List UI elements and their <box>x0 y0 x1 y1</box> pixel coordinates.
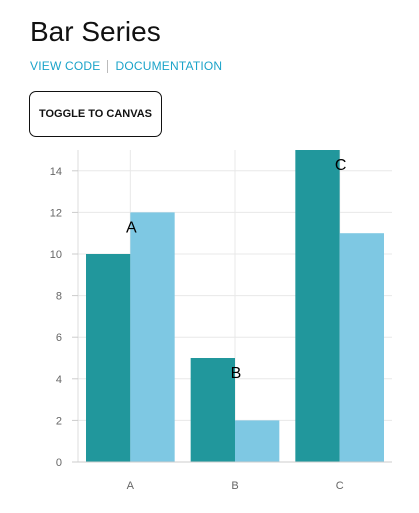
y-tick-label: 2 <box>56 415 62 427</box>
header-links: VIEW CODE DOCUMENTATION <box>30 58 222 74</box>
bar-b-series-2 <box>235 420 280 462</box>
x-tick-label: C <box>336 480 344 492</box>
y-tick-label: 14 <box>50 166 62 178</box>
view-code-link[interactable]: VIEW CODE <box>30 59 101 73</box>
bar-a-series-1 <box>86 254 131 462</box>
y-tick-label: 6 <box>56 332 62 344</box>
bar-c-series-1 <box>295 150 340 462</box>
y-tick-label: 10 <box>50 249 62 261</box>
bar-b-series-1 <box>190 358 235 462</box>
documentation-link[interactable]: DOCUMENTATION <box>115 59 223 73</box>
x-tick-label: A <box>127 480 135 492</box>
x-tick-label: B <box>231 480 238 492</box>
bar-a-series-2 <box>130 212 175 462</box>
y-tick-label: 0 <box>56 457 62 469</box>
toggle-to-canvas-button[interactable]: TOGGLE TO CANVAS <box>29 91 162 137</box>
y-tick-label: 4 <box>56 374 62 386</box>
link-divider <box>107 59 109 73</box>
annotation-label: C <box>335 157 347 174</box>
page-title: Bar Series <box>30 16 161 47</box>
annotation-label: A <box>126 219 137 236</box>
annotation-label: B <box>231 365 242 382</box>
y-tick-label: 8 <box>56 291 62 303</box>
bar-c-series-2 <box>339 233 384 462</box>
y-tick-label: 12 <box>50 207 62 219</box>
